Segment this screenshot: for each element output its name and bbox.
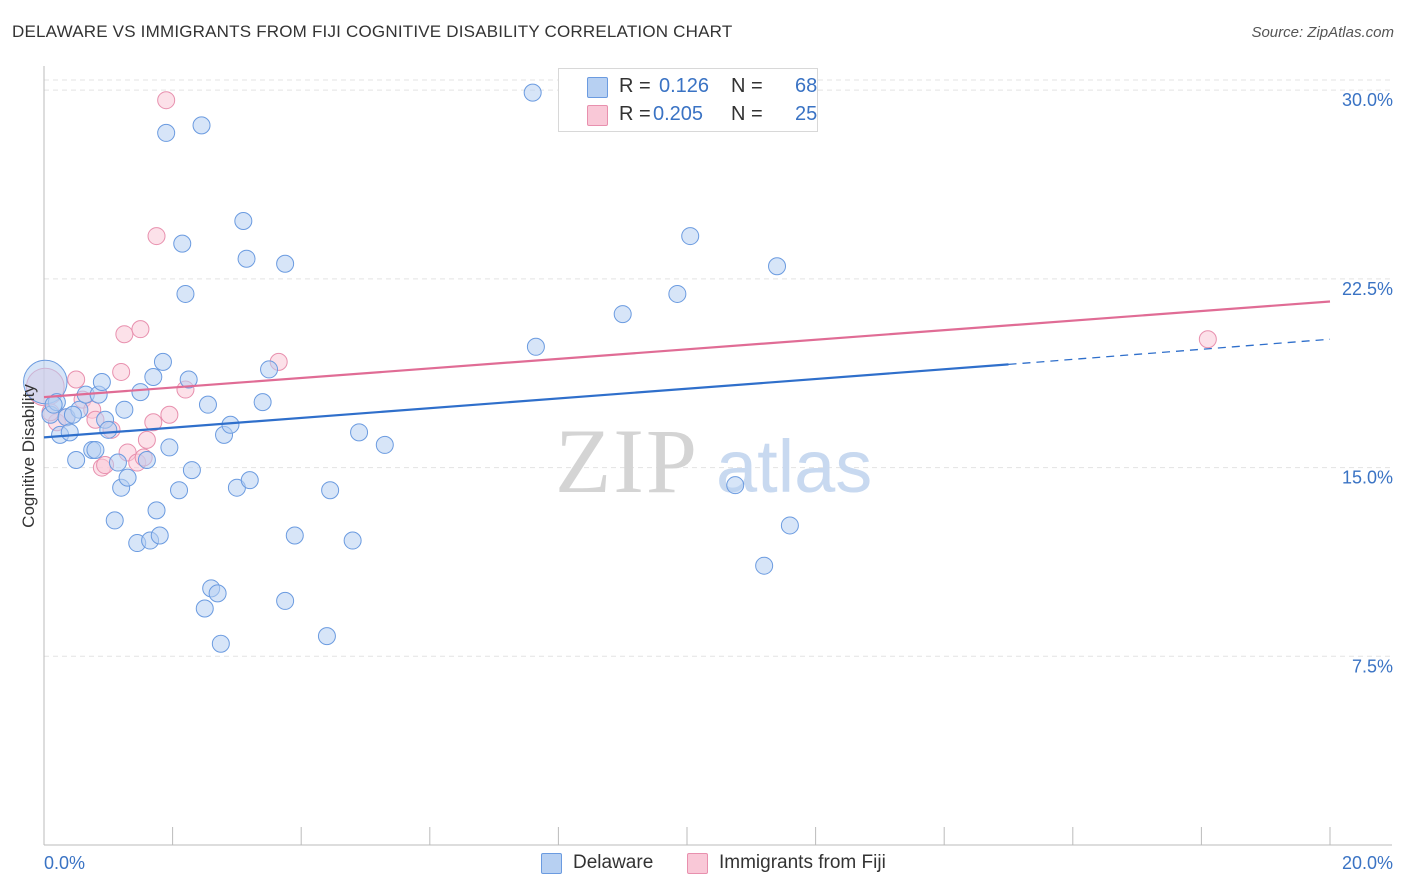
delaware-point bbox=[105, 511, 124, 530]
grid-lines bbox=[44, 79, 1392, 657]
watermark-atlas: atlas bbox=[716, 425, 872, 508]
delaware-point bbox=[321, 481, 340, 500]
legend-r-value: 0.126 bbox=[659, 75, 710, 97]
delaware-point bbox=[780, 516, 799, 535]
delaware-point bbox=[160, 438, 179, 457]
delaware-point bbox=[118, 468, 137, 487]
delaware-point bbox=[240, 471, 259, 490]
delaware-point bbox=[276, 254, 295, 273]
delaware-point bbox=[523, 83, 542, 102]
fiji-swatch bbox=[587, 105, 608, 126]
x-tick-label: 20.0% bbox=[1342, 853, 1393, 873]
delaware-point bbox=[147, 501, 166, 520]
delaware-point bbox=[195, 599, 214, 618]
y-tick-label: 30.0% bbox=[1342, 90, 1393, 110]
delaware-point bbox=[208, 584, 227, 603]
delaware-point bbox=[153, 352, 172, 371]
delaware-point bbox=[60, 423, 79, 442]
delaware-point bbox=[99, 420, 118, 439]
legend-r-label: R = bbox=[619, 103, 651, 125]
delaware-point bbox=[253, 393, 272, 412]
delaware-point bbox=[170, 481, 189, 500]
axes bbox=[43, 66, 1392, 846]
delaware-swatch bbox=[587, 77, 608, 98]
delaware-point bbox=[157, 123, 176, 142]
delaware-point bbox=[526, 337, 545, 356]
delaware-point bbox=[144, 367, 163, 386]
y-tick-label: 7.5% bbox=[1352, 656, 1393, 676]
fiji-point bbox=[157, 91, 176, 110]
delaware-point bbox=[173, 234, 192, 253]
fiji-swatch bbox=[687, 853, 708, 874]
legend-r-value: 0.205 bbox=[653, 103, 704, 125]
watermark-zip: ZIP bbox=[555, 410, 699, 512]
delaware-point bbox=[350, 423, 369, 442]
tick-labels: 7.5% 15.0% 22.5% 30.0% 0.0% 20.0% bbox=[44, 90, 1393, 873]
delaware-trend-extension bbox=[1008, 338, 1331, 366]
fiji-point bbox=[137, 430, 156, 449]
delaware-point bbox=[237, 249, 256, 268]
delaware-trend-line bbox=[43, 363, 1009, 439]
y-tick-label: 22.5% bbox=[1342, 279, 1393, 299]
delaware-point bbox=[613, 305, 632, 324]
delaware-point bbox=[343, 531, 362, 550]
delaware-point bbox=[755, 556, 774, 575]
x-tick-label: 0.0% bbox=[44, 853, 85, 873]
delaware-point bbox=[668, 284, 687, 303]
legend-n-value: 25 bbox=[795, 103, 818, 125]
legend-r-label: R = bbox=[619, 75, 651, 97]
fiji-point bbox=[144, 413, 163, 432]
fiji-point bbox=[67, 370, 86, 389]
legend-n-label: N = bbox=[731, 75, 763, 97]
y-axis-label: Cognitive Disability bbox=[19, 384, 38, 528]
delaware-point bbox=[260, 360, 279, 379]
delaware-point bbox=[234, 211, 253, 230]
delaware-point bbox=[108, 453, 127, 472]
fiji-trend-line bbox=[43, 300, 1331, 399]
y-tick-label: 15.0% bbox=[1342, 468, 1393, 488]
chart-source: Source: ZipAtlas.com bbox=[1251, 24, 1394, 41]
watermark: ZIP atlas bbox=[555, 410, 872, 512]
fiji-point bbox=[160, 405, 179, 424]
delaware-point bbox=[131, 383, 150, 402]
fiji-point bbox=[131, 320, 150, 339]
delaware-point bbox=[150, 526, 169, 545]
bottom-legend-label: Delaware bbox=[573, 852, 654, 873]
delaware-point bbox=[63, 405, 82, 424]
delaware-point bbox=[179, 370, 198, 389]
delaware-point bbox=[276, 591, 295, 610]
fiji-point bbox=[1198, 330, 1217, 349]
delaware-point bbox=[86, 440, 105, 459]
delaware-point bbox=[137, 451, 156, 470]
fiji-point bbox=[115, 325, 134, 344]
delaware-point bbox=[44, 395, 63, 414]
fiji-point bbox=[147, 227, 166, 246]
delaware-point bbox=[67, 451, 86, 470]
chart-title: DELAWARE VS IMMIGRANTS FROM FIJI COGNITI… bbox=[12, 22, 733, 41]
delaware-point bbox=[198, 395, 217, 414]
delaware-point bbox=[317, 627, 336, 646]
delaware-point bbox=[211, 634, 230, 653]
trend-lines bbox=[43, 300, 1331, 439]
delaware-points bbox=[23, 83, 799, 653]
correlation-legend: R = 0.126 N = 68 R = 0.205 N = 25 bbox=[558, 68, 818, 132]
delaware-point bbox=[115, 400, 134, 419]
delaware-point bbox=[768, 257, 787, 276]
delaware-point bbox=[375, 435, 394, 454]
legend-n-label: N = bbox=[731, 103, 763, 125]
delaware-point bbox=[681, 227, 700, 246]
delaware-point bbox=[285, 526, 304, 545]
fiji-point bbox=[112, 362, 131, 381]
legend-n-value: 68 bbox=[795, 75, 818, 97]
bottom-legend-label: Immigrants from Fiji bbox=[719, 852, 886, 873]
delaware-point bbox=[192, 116, 211, 135]
delaware-point bbox=[176, 284, 195, 303]
delaware-swatch bbox=[541, 853, 562, 874]
delaware-point bbox=[182, 461, 201, 480]
delaware-point bbox=[726, 476, 745, 495]
delaware-point bbox=[92, 373, 111, 392]
